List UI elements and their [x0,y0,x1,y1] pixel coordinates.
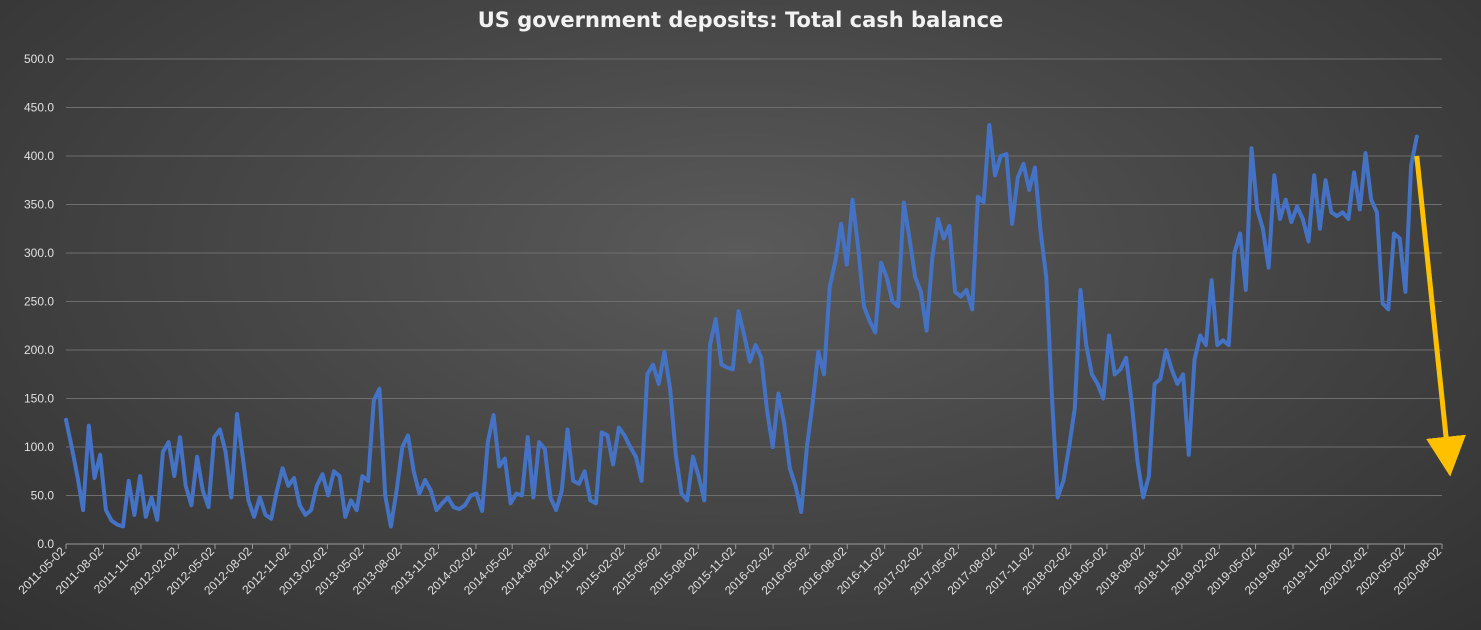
y-tick-label: 50.0 [31,489,55,503]
y-tick-label: 300.0 [24,246,54,260]
annotation-group [1414,155,1466,477]
y-tick-label: 150.0 [24,392,54,406]
y-tick-label: 200.0 [24,343,54,357]
y-axis: 0.0 50.0 100.0 150.0 200.0 250.0 300.0 350.0 400… [24,52,54,551]
gridlines [66,58,1442,496]
y-tick-label: 350.0 [24,198,54,212]
y-tick-label: 500.0 [24,52,54,66]
down-arrow-icon [1414,155,1466,477]
chart-title: US government deposits: Total cash balan… [477,8,1004,32]
y-tick-label: 450.0 [24,101,54,115]
y-tick-label: 100.0 [24,440,54,454]
x-axis: 2011-05-022011-08-022011-11-022012-02-02… [15,543,1444,598]
y-tick-label: 250.0 [24,295,54,309]
y-tick-label: 0.0 [37,537,54,551]
series-group [64,123,1419,529]
y-tick-label: 400.0 [24,149,54,163]
series-line [64,123,1419,529]
